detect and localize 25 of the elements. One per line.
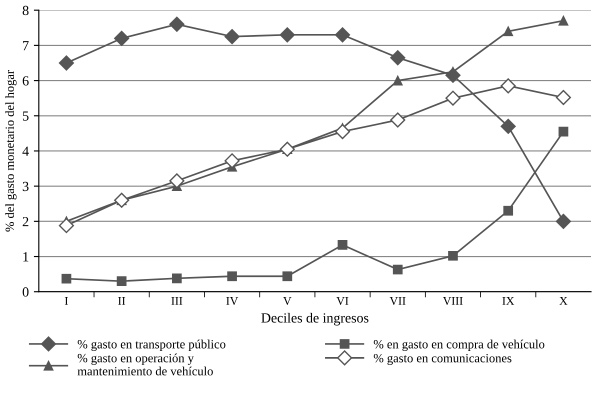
x-tick-label: I	[64, 297, 68, 305]
y-tick-label: 4	[22, 146, 29, 156]
x-tick-label: VII	[390, 297, 406, 305]
y-tick-label: 5	[22, 111, 29, 121]
y-tick-label: 0	[22, 287, 29, 297]
x-tick-label: V	[283, 297, 292, 305]
x-tick-label: X	[559, 297, 568, 305]
y-tick-label: 6	[22, 76, 29, 86]
x-axis-title: Deciles de ingresos	[261, 312, 368, 326]
y-tick-label: 1	[23, 252, 28, 262]
y-tick-label: 7	[23, 41, 29, 50]
y-tick-label: 8	[22, 6, 29, 16]
x-tick-label: IV	[226, 297, 238, 305]
y-tick-label: 2	[22, 216, 28, 226]
legend-label: % gasto en transporte público	[78, 340, 226, 352]
y-tick-label: 3	[22, 182, 29, 192]
x-tick-label: II	[118, 297, 126, 305]
legend-label: % en gasto en compra de vehículo	[374, 340, 544, 352]
x-tick-label: VIII	[442, 297, 463, 305]
legend-label: % gasto en comunicaciones	[374, 354, 512, 365]
x-tick-label: VI	[336, 297, 348, 305]
x-tick-label: III	[171, 297, 182, 305]
y-axis-title: % del gasto monetario del hogar	[5, 70, 17, 232]
legend-label: % gasto en operación y mantenimiento de vehículo	[78, 354, 213, 376]
x-tick-label: IX	[502, 297, 514, 305]
